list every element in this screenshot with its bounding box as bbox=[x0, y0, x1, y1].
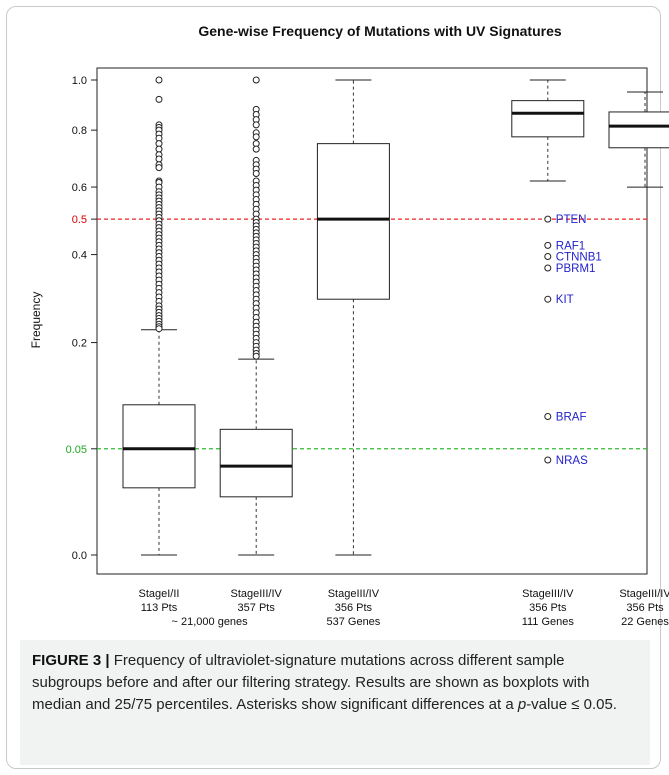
gene-point-1 bbox=[544, 241, 552, 249]
chart-title: Gene-wise Frequency of Mutations with UV… bbox=[198, 23, 561, 39]
y-tick-label-5: 0.6 bbox=[72, 182, 87, 194]
outlier-point-1-8 bbox=[252, 145, 260, 153]
x-label-3-0: StageIII/IV bbox=[522, 588, 574, 600]
gene-point-2 bbox=[544, 252, 552, 260]
y-tick-label-7: 1.0 bbox=[72, 75, 87, 87]
gene-label-0: PTEN bbox=[556, 214, 587, 226]
gene-label-2: CTNNB1 bbox=[556, 251, 602, 263]
y-tick-label-4: 0.5 bbox=[72, 214, 87, 226]
outlier-point-1-4 bbox=[252, 121, 260, 129]
gene-point-6 bbox=[544, 456, 552, 464]
outlier-point-1-12 bbox=[252, 170, 260, 178]
caption-p-symbol: p bbox=[517, 696, 527, 713]
figure-caption: FIGURE 3 | Frequency of ultraviolet-sign… bbox=[20, 640, 650, 765]
outlier-point-0-55 bbox=[155, 325, 163, 333]
gene-label-5: BRAF bbox=[556, 412, 587, 424]
caption-text-end: -value ≤ 0.05. bbox=[526, 696, 617, 713]
boxplot-chart: Gene-wise Frequency of Mutations with UV… bbox=[29, 23, 669, 628]
x-label-2-2: 537 Genes bbox=[326, 616, 380, 628]
x-axis-labels: StageI/II 113 Pts StageIII/IV 357 Pts StageI… bbox=[139, 588, 669, 628]
x-label-1-1: 357 Pts bbox=[238, 602, 276, 614]
outlier-point-1-56 bbox=[252, 352, 260, 360]
outlier-point-0-0 bbox=[155, 76, 163, 84]
x-label-3-1: 356 Pts bbox=[529, 602, 567, 614]
caption-label: FIGURE 3 | bbox=[32, 652, 110, 669]
x-label-4-1: 356 Pts bbox=[626, 602, 664, 614]
x-group-label: ~ 21,000 genes bbox=[172, 616, 249, 628]
outlier-point-0-1 bbox=[155, 95, 163, 103]
y-axis-label: Frequency bbox=[29, 292, 43, 349]
box-1 bbox=[219, 428, 293, 498]
boxes bbox=[122, 76, 669, 556]
box-3 bbox=[511, 100, 585, 138]
outlier-point-1-6 bbox=[252, 133, 260, 141]
outlier-point-0-10 bbox=[155, 155, 163, 163]
x-label-2-0: StageIII/IV bbox=[328, 588, 380, 600]
x-label-4-0: StageIII/IV bbox=[619, 588, 669, 600]
x-label-1-0: StageIII/IV bbox=[231, 588, 283, 600]
y-tick-label-2: 0.2 bbox=[72, 338, 87, 350]
y-tick-label-1: 0.05 bbox=[66, 444, 87, 456]
box-group-1 bbox=[219, 76, 293, 556]
y-axis: 0.0 0.05 0.2 0.4 0.5 0.6 0.8 1.0 bbox=[66, 75, 97, 562]
box-0 bbox=[122, 404, 196, 489]
gene-point-5 bbox=[544, 413, 552, 421]
box-group-4 bbox=[608, 91, 669, 188]
box-group-0 bbox=[122, 76, 196, 556]
gene-point-3 bbox=[544, 264, 552, 272]
caption-text: Frequency of ultraviolet-signature mutat… bbox=[32, 652, 590, 713]
gene-point-4 bbox=[544, 295, 552, 303]
outlier-point-1-0 bbox=[252, 76, 260, 84]
box-2 bbox=[316, 143, 390, 300]
gene-label-6: NRAS bbox=[556, 455, 588, 467]
x-label-0-1: 113 Pts bbox=[141, 602, 178, 614]
gene-label-3: PBRM1 bbox=[556, 263, 596, 275]
outlier-point-0-12 bbox=[155, 164, 163, 172]
x-label-3-2: 111 Genes bbox=[522, 616, 575, 628]
box-4 bbox=[608, 111, 669, 149]
y-tick-label-6: 0.8 bbox=[72, 125, 87, 137]
gene-point-0 bbox=[544, 215, 552, 223]
box-group-3 bbox=[511, 79, 585, 182]
x-label-4-2: 22 Genes bbox=[621, 616, 669, 628]
x-label-0-0: StageI/II bbox=[139, 588, 180, 600]
plot-area bbox=[96, 67, 648, 575]
gene-label-4: KIT bbox=[556, 294, 574, 306]
x-label-2-1: 356 Pts bbox=[335, 602, 373, 614]
y-tick-label-0: 0.0 bbox=[72, 550, 87, 562]
gene-label-1: RAF1 bbox=[556, 240, 585, 252]
y-tick-label-3: 0.4 bbox=[72, 250, 87, 262]
box-group-2 bbox=[316, 79, 390, 556]
